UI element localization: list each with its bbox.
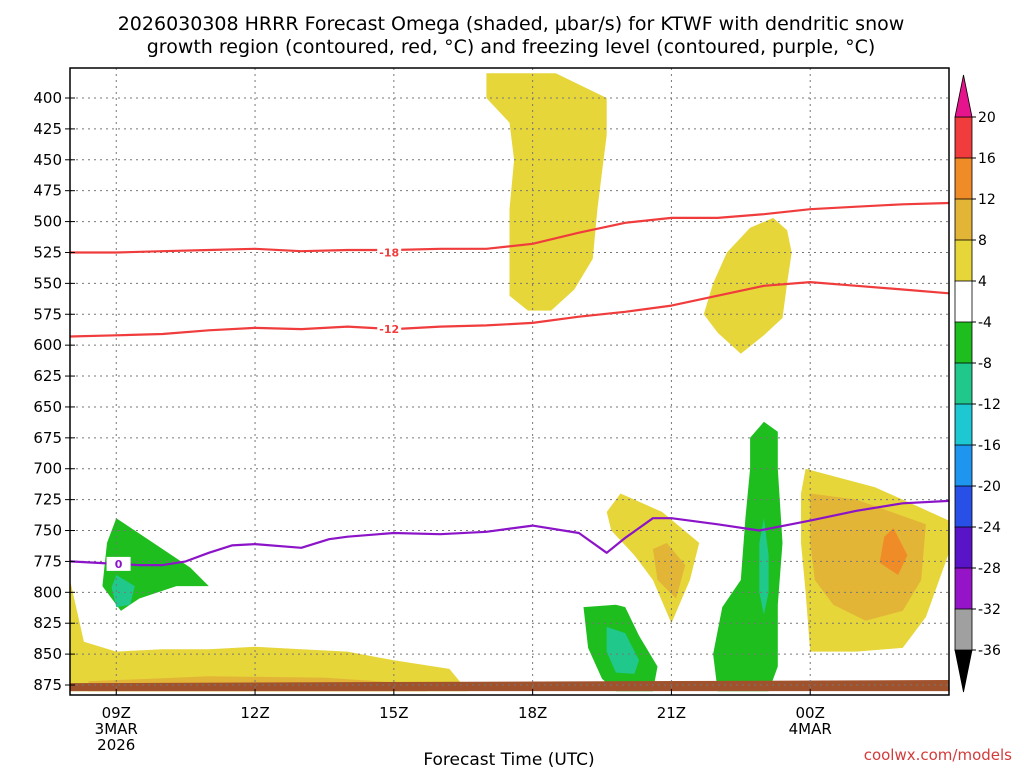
colorbar-label-5: -4: [978, 315, 992, 331]
colorbar-swatch-1: [954, 157, 973, 200]
contour-label-0: 0: [115, 558, 123, 571]
y-tick-label-600: 600: [33, 336, 62, 354]
colorbar-bottom-arrow: [954, 649, 973, 693]
chart-title-line-2: growth region (contoured, red, °C) and f…: [147, 36, 876, 58]
contour-line--18: [70, 201, 949, 254]
omega-region-teal-09Z: [111, 575, 135, 608]
colorbar-swatch-12: [954, 608, 973, 651]
x-tick-label-12Z-0: 12Z: [240, 704, 269, 722]
colorbar-label-12: -32: [978, 602, 1001, 618]
colorbar-label-13: -36: [978, 643, 1001, 659]
colorbar-swatch-4: [954, 280, 973, 323]
y-tick-label-425: 425: [33, 120, 62, 138]
y-tick-label-525: 525: [33, 243, 62, 261]
colorbar-swatch-6: [954, 362, 973, 405]
omega-region-mid-yellow-blob: [703, 217, 792, 354]
x-tick-label-09Z-2: 2026: [97, 736, 135, 754]
grid-layer: [70, 68, 949, 695]
y-tick-label-675: 675: [33, 429, 62, 447]
y-tick-label-875: 875: [33, 676, 62, 694]
y-tick-label-625: 625: [33, 367, 62, 385]
x-tick-label-09Z-0: 09Z: [102, 704, 131, 722]
y-tick-label-400: 400: [33, 89, 62, 107]
colorbar: 20 16 12 8 4 -4 -8 -12 -16 -20 -24 -28 -32 -36: [954, 74, 1001, 693]
colorbar-swatch-3: [954, 239, 973, 282]
colorbar-swatch-8: [954, 444, 973, 487]
y-tick-label-575: 575: [33, 305, 62, 323]
colorbar-swatch-10: [954, 526, 973, 569]
contour-label-bg--12: [377, 322, 402, 337]
omega-region-orange-21Z: [652, 542, 686, 599]
contour-line-0: [70, 499, 949, 567]
y-tick-label-450: 450: [33, 151, 62, 169]
contour-label--12: -12: [379, 323, 399, 336]
colorbar-swatch-7: [954, 403, 973, 446]
chart-title-line-1: 2026030308 HRRR Forecast Omega (shaded, …: [118, 13, 905, 35]
credit-text: coolwx.com/models: [864, 746, 1012, 764]
omega-shading-layer: [70, 73, 949, 692]
terrain-strip: [70, 680, 949, 692]
omega-region-green-23Z-column: [713, 421, 783, 692]
colorbar-label-10: -24: [978, 520, 1001, 536]
colorbar-label-6: -8: [978, 356, 992, 372]
omega-region-teal-20Z: [606, 626, 639, 674]
contour-layer: -18 -12 0: [70, 201, 949, 571]
terrain-layer: [70, 680, 949, 692]
colorbar-swatch-2: [954, 198, 973, 241]
contour-label-bg--18: [377, 245, 402, 260]
y-tick-label-750: 750: [33, 522, 62, 540]
x-tick-label-18Z-0: 18Z: [518, 704, 547, 722]
colorbar-label-1: 16: [978, 151, 996, 167]
y-tick-label-700: 700: [33, 460, 62, 478]
colorbar-swatch-9: [954, 485, 973, 528]
colorbar-swatch-0: [954, 116, 973, 159]
colorbar-label-9: -20: [978, 479, 1001, 495]
omega-region-right-dark-orange: [879, 528, 908, 575]
omega-region-right-orange: [810, 493, 926, 621]
omega-region-left-yellow-base: [70, 580, 468, 692]
x-tick-label-09Z-1: 3MAR: [95, 720, 138, 738]
x-axis-title: Forecast Time (UTC): [423, 750, 594, 768]
colorbar-label-7: -12: [978, 397, 1001, 413]
contour-label-bg-0: [106, 556, 131, 571]
y-tick-label-475: 475: [33, 182, 62, 200]
omega-region-yellow-21Z: [606, 493, 700, 624]
y-tick-label-725: 725: [33, 491, 62, 509]
omega-region-upper-yellow-plume: [486, 73, 607, 311]
x-tick-label-00Z-1: 4MAR: [789, 720, 832, 738]
plot-frame: [69, 67, 950, 696]
y-axis: 400 425 450 475 500 525 550 575 600 625 650 675 700 7…: [33, 89, 75, 694]
y-tick-label-650: 650: [33, 398, 62, 416]
contour-label--18: -18: [379, 246, 399, 259]
y-tick-label-500: 500: [33, 213, 62, 231]
y-tick-label-800: 800: [33, 583, 62, 601]
colorbar-top-arrow: [954, 74, 973, 118]
colorbar-label-8: -16: [978, 438, 1001, 454]
x-tick-label-21Z-0: 21Z: [657, 704, 686, 722]
contour-line--12: [70, 281, 949, 338]
colorbar-label-4: 4: [978, 274, 987, 290]
x-tick-label-00Z-0: 00Z: [796, 704, 825, 722]
colorbar-label-0: 20: [978, 110, 996, 126]
omega-region-teal-23Z: [759, 518, 769, 615]
y-tick-label-850: 850: [33, 645, 62, 663]
colorbar-swatch-11: [954, 567, 973, 610]
y-tick-label-775: 775: [33, 552, 62, 570]
colorbar-swatch-5: [954, 321, 973, 364]
x-tick-label-15Z-0: 15Z: [379, 704, 408, 722]
colorbar-label-3: 8: [978, 233, 987, 249]
y-tick-label-825: 825: [33, 614, 62, 632]
y-tick-label-550: 550: [33, 274, 62, 292]
colorbar-label-2: 12: [978, 192, 996, 208]
colorbar-label-11: -28: [978, 561, 1001, 577]
